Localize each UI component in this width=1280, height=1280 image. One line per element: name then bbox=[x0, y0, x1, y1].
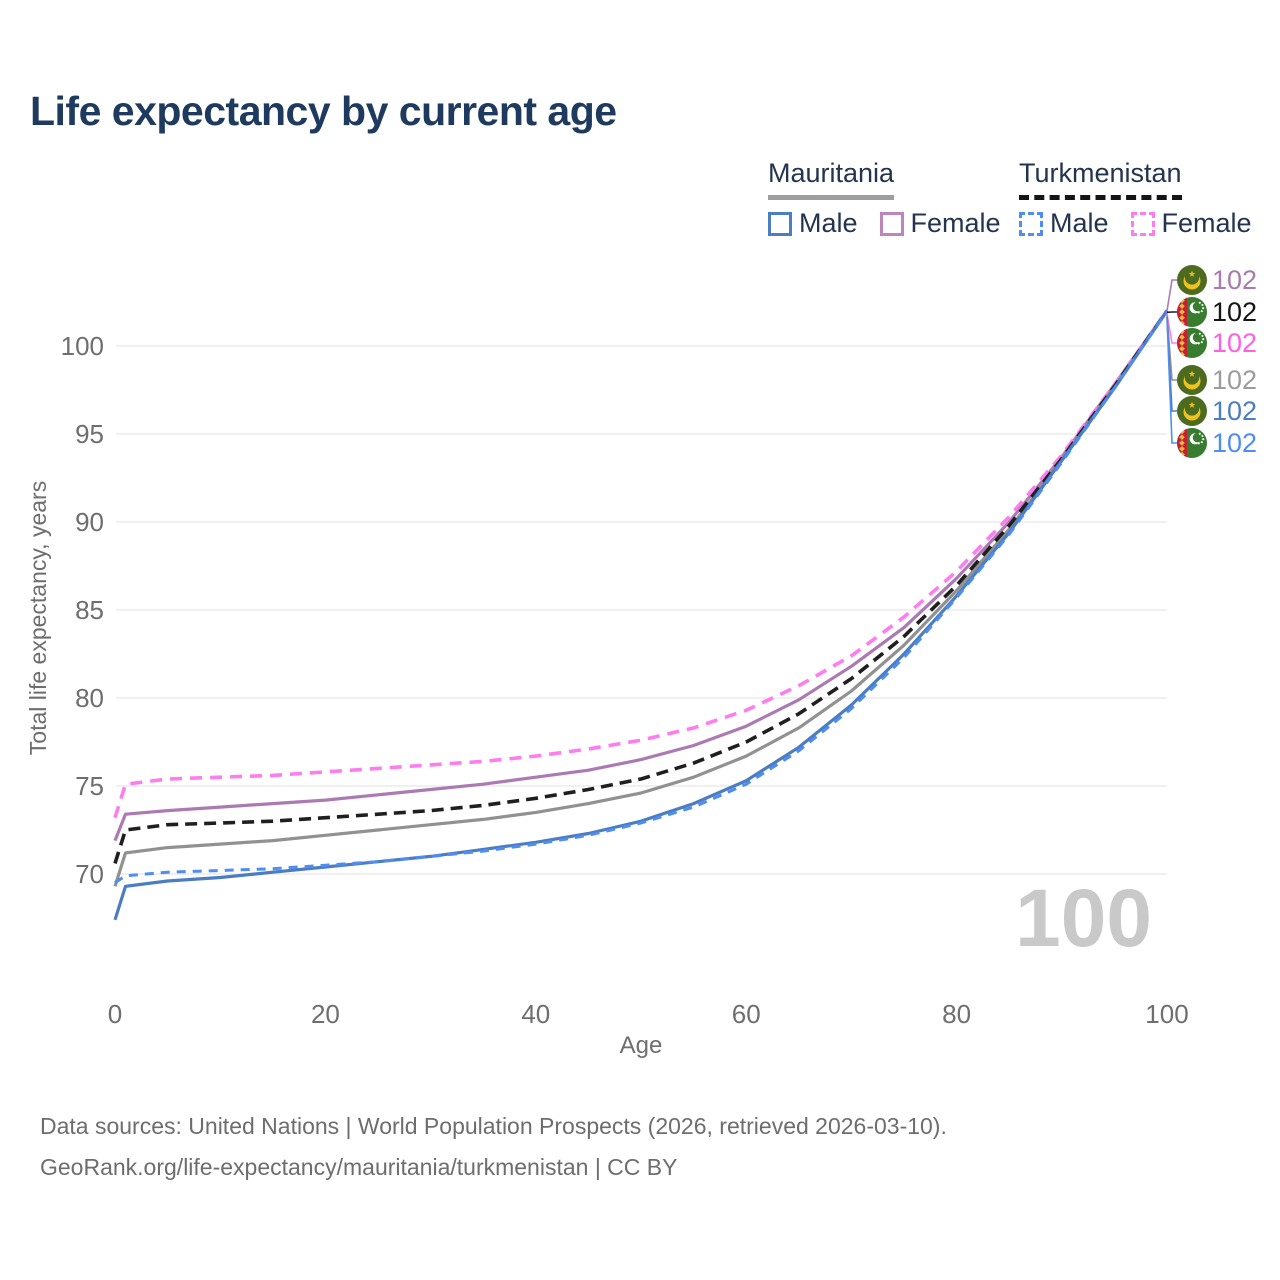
star-dot bbox=[1200, 341, 1203, 344]
star-dot bbox=[1202, 338, 1205, 341]
y-tick-label: 75 bbox=[75, 771, 104, 801]
series-layer bbox=[113, 309, 1169, 921]
crescent-cut bbox=[1192, 432, 1203, 443]
source-line-2: GeoRank.org/life-expectancy/mauritania/t… bbox=[40, 1154, 678, 1180]
x-tick-label: 100 bbox=[1145, 999, 1188, 1029]
crescent-cut bbox=[1184, 270, 1200, 285]
y-tick-label: 90 bbox=[75, 507, 104, 537]
star-dot bbox=[1201, 434, 1204, 438]
x-axis-title: Age bbox=[620, 1032, 663, 1059]
star-dot bbox=[1200, 310, 1203, 313]
turkmenistan-flag-icon bbox=[1177, 428, 1207, 458]
star-dot bbox=[1202, 307, 1205, 310]
series-line-turkmenistan-male[interactable] bbox=[114, 309, 1169, 885]
legend-item-label: Male bbox=[799, 208, 858, 238]
crescent-cut bbox=[1192, 301, 1203, 312]
end-value-label: 102 bbox=[1212, 428, 1257, 458]
y-tick-label: 85 bbox=[75, 595, 104, 625]
life-expectancy-chart: 70 75 80 85 90 95 100 0 20 40 60 80 100 Age Total life… bbox=[25, 265, 1257, 1059]
mauritania-flag-icon bbox=[1177, 396, 1207, 426]
series-line-mauritania-female[interactable] bbox=[113, 309, 1169, 842]
y-tick-label: 80 bbox=[75, 683, 104, 713]
legend-item-label: Male bbox=[1050, 208, 1109, 238]
end-label-leader-line bbox=[1166, 318, 1177, 444]
x-tick-label: 60 bbox=[732, 999, 761, 1029]
turkmenistan-flag-icon bbox=[1177, 297, 1207, 327]
series-line-mauritania-male[interactable] bbox=[113, 309, 1169, 921]
legend-item-label: Female bbox=[910, 208, 1001, 238]
series-line-turkmenistan-all[interactable] bbox=[113, 309, 1169, 864]
end-value-label: 102 bbox=[1212, 297, 1257, 327]
carpet-motif bbox=[1179, 340, 1185, 346]
turkmenistan-female-swatch-icon bbox=[1130, 211, 1155, 236]
star-shape bbox=[1188, 370, 1196, 377]
y-tick-label: 100 bbox=[61, 331, 104, 361]
legend-item-mauritania-female[interactable]: Female bbox=[879, 208, 1001, 239]
series-line-turkmenistan-female[interactable] bbox=[113, 309, 1169, 819]
x-tick-label: 80 bbox=[942, 999, 971, 1029]
star-dot bbox=[1198, 332, 1201, 335]
end-value-label: 102 bbox=[1212, 365, 1257, 395]
y-tick-label: 70 bbox=[75, 859, 104, 889]
age-watermark: 100 bbox=[1015, 873, 1152, 964]
mauritania-male-swatch-icon bbox=[768, 211, 792, 236]
star-dot bbox=[1201, 303, 1204, 307]
legend-item-turkmenistan-male[interactable]: Male bbox=[1019, 208, 1109, 239]
star-dot bbox=[1202, 438, 1205, 441]
star-dot bbox=[1197, 342, 1200, 345]
carpet-motif bbox=[1179, 345, 1185, 352]
star-dot bbox=[1198, 301, 1201, 304]
mauritania-flag-icon bbox=[1177, 265, 1207, 295]
end-value-label: 102 bbox=[1212, 396, 1257, 426]
star-dot bbox=[1200, 441, 1203, 444]
axis-layer: 70 75 80 85 90 95 100 0 20 40 60 80 100 Age Total life… bbox=[25, 331, 1189, 1059]
watermark-layer: 100 bbox=[1015, 873, 1152, 964]
star-dot bbox=[1201, 334, 1204, 338]
star-shape bbox=[1188, 401, 1196, 408]
carpet-motif bbox=[1179, 434, 1185, 441]
carpet-motif bbox=[1179, 314, 1185, 321]
legend-item-mauritania-male[interactable]: Male bbox=[768, 208, 858, 239]
x-tick-label: 20 bbox=[311, 999, 340, 1029]
star-dot bbox=[1197, 311, 1200, 314]
gridlines-layer bbox=[116, 345, 1167, 875]
end-value-label: 102 bbox=[1212, 328, 1257, 358]
end-label-leader-line bbox=[1166, 279, 1177, 311]
legend-item-turkmenistan-female[interactable]: Female bbox=[1130, 208, 1252, 239]
star-dot bbox=[1197, 442, 1200, 445]
carpet-motif bbox=[1179, 303, 1185, 310]
data-source-note: Data sources: United Nations | World Pop… bbox=[40, 1106, 947, 1188]
star-shape bbox=[1188, 270, 1196, 277]
legend-heading-turkmenistan: Turkmenistan bbox=[1019, 158, 1182, 200]
source-line-1: Data sources: United Nations | World Pop… bbox=[40, 1113, 947, 1139]
y-tick-label: 95 bbox=[75, 419, 104, 449]
end-value-label: 102 bbox=[1212, 265, 1257, 295]
carpet-motif bbox=[1179, 309, 1185, 315]
x-tick-label: 40 bbox=[521, 999, 550, 1029]
y-axis-title: Total life expectancy, years bbox=[25, 481, 51, 755]
crescent-cut bbox=[1192, 332, 1203, 343]
series-line-mauritania-all[interactable] bbox=[113, 309, 1169, 887]
end-label-leader-line bbox=[1166, 313, 1177, 344]
carpet-motif bbox=[1179, 334, 1185, 341]
star-dot bbox=[1198, 432, 1201, 435]
turkmenistan-flag-icon bbox=[1177, 328, 1207, 358]
turkmenistan-male-swatch-icon bbox=[1019, 211, 1043, 236]
crescent-cut bbox=[1184, 401, 1200, 416]
legend-heading-mauritania: Mauritania bbox=[768, 158, 895, 200]
carpet-motif bbox=[1179, 440, 1185, 446]
legend-group-turkmenistan: Turkmenistan Male Female bbox=[1019, 158, 1252, 239]
crescent-cut bbox=[1184, 370, 1200, 385]
mauritania-flag-icon bbox=[1177, 365, 1207, 395]
mauritania-female-swatch-icon bbox=[879, 211, 904, 236]
x-tick-label: 0 bbox=[108, 999, 122, 1029]
carpet-motif bbox=[1179, 445, 1185, 452]
page-title: Life expectancy by current age bbox=[30, 88, 617, 134]
legend-item-label: Female bbox=[1161, 208, 1252, 238]
legend-group-mauritania: Mauritania Male Female bbox=[768, 158, 1001, 239]
